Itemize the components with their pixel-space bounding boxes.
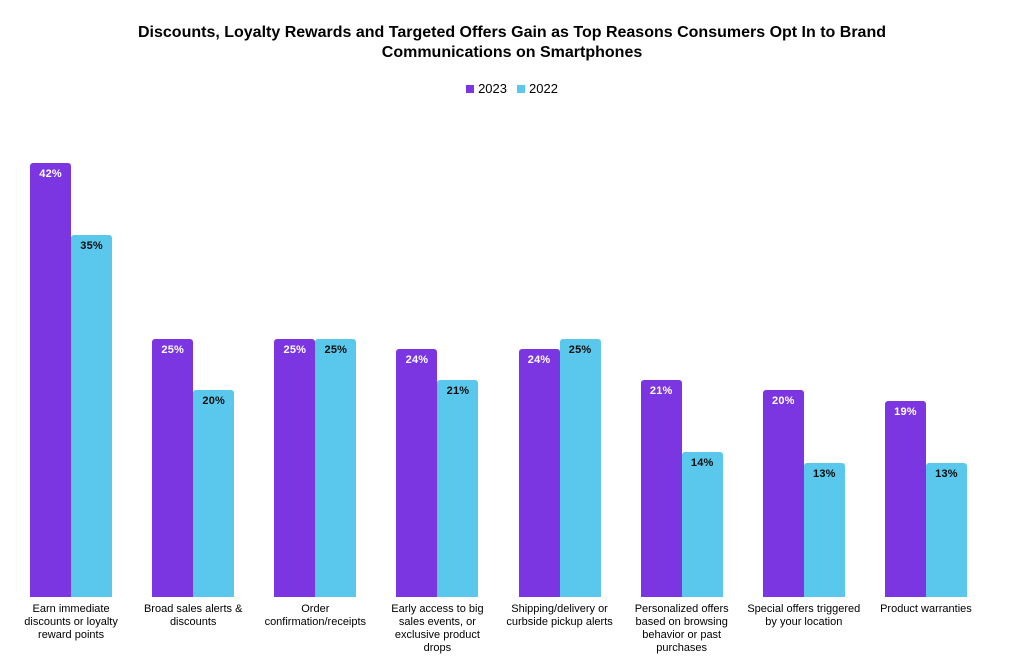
- bar-2023-5: 21%: [640, 380, 682, 597]
- bar-pair-1: 25% 20%: [152, 130, 235, 597]
- bar-value-label-2023-1: 25%: [161, 344, 184, 356]
- bar-group-3: 24% 21% Early access to big sales events, …: [376, 130, 498, 655]
- bar-2022-4: 25%: [559, 339, 601, 597]
- category-label-6: Special offers triggered by your locatio…: [747, 603, 861, 628]
- bar-2023-6: 20%: [762, 390, 804, 597]
- bar-pair-6: 20% 13%: [762, 130, 845, 597]
- bar-group-0: 42% 35% Earn immediate discounts or loyalt…: [10, 130, 132, 655]
- legend-swatch-2023: [466, 84, 475, 93]
- legend-label-2023: 2023: [478, 81, 507, 96]
- category-label-2: Order confirmation/receipts: [264, 603, 367, 628]
- legend-item-2023: 2023: [466, 81, 507, 96]
- legend-label-2022: 2022: [529, 81, 558, 96]
- bar-pair-5: 21% 14%: [640, 130, 723, 597]
- bar-group-2: 25% 25% Order confirmation/receipts: [254, 130, 376, 655]
- bar-value-label-2022-4: 25%: [568, 344, 592, 356]
- bar-2022-3: 21%: [437, 380, 479, 597]
- bar-pair-4: 24% 25%: [518, 130, 601, 597]
- bar-chart: 42% 35% Earn immediate discounts or loyalt…: [10, 130, 987, 655]
- bar-value-label-2023-7: 19%: [894, 406, 917, 418]
- bar-2022-1: 20%: [193, 390, 235, 597]
- bar-value-label-2023-5: 21%: [649, 385, 673, 397]
- bar-value-label-2022-3: 21%: [446, 385, 470, 397]
- bar-pair-2: 25% 25%: [274, 130, 357, 597]
- bar-group-1: 25% 20% Broad sales alerts & discounts: [132, 130, 254, 655]
- category-label-4: Shipping/delivery or curbside pickup ale…: [506, 603, 613, 628]
- bar-group-5: 21% 14% Personalized offers based on brows…: [621, 130, 743, 655]
- bar-value-label-2023-3: 24%: [405, 354, 429, 366]
- legend-swatch-2022: [517, 84, 525, 93]
- bar-group-6: 20% 13% Special offers triggered by your l…: [743, 130, 865, 655]
- bar-value-label-2022-1: 20%: [202, 395, 225, 407]
- bar-value-label-2022-2: 25%: [324, 344, 348, 356]
- legend-item-2022: 2022: [517, 81, 558, 96]
- bar-pair-0: 42% 35%: [30, 130, 113, 597]
- chart-legend: 2023 2022: [0, 81, 1024, 96]
- bar-pair-7: 19% 13%: [884, 130, 967, 597]
- bar-value-label-2023-0: 42%: [39, 168, 62, 180]
- category-label-7: Product warranties: [880, 603, 972, 615]
- bar-group-4: 24% 25% Shipping/delivery or curbside pick…: [499, 130, 621, 655]
- bar-value-label-2022-7: 13%: [935, 468, 958, 480]
- bar-2022-7: 13%: [925, 463, 967, 597]
- bar-2023-3: 24%: [396, 349, 438, 597]
- chart-title: Discounts, Loyalty Rewards and Targeted …: [138, 24, 886, 61]
- category-label-1: Broad sales alerts & discounts: [143, 603, 243, 628]
- bar-2022-2: 25%: [315, 339, 357, 597]
- bar-2023-1: 25%: [152, 339, 194, 597]
- bar-value-label-2023-4: 24%: [527, 354, 551, 366]
- bar-2022-6: 13%: [803, 463, 845, 597]
- bar-value-label-2023-2: 25%: [283, 344, 307, 356]
- bar-value-label-2022-0: 35%: [80, 240, 103, 252]
- category-label-0: Earn immediate discounts or loyalty rewa…: [24, 603, 118, 641]
- bar-2022-0: 35%: [71, 235, 113, 597]
- bar-group-7: 19% 13% Product warranties: [865, 130, 987, 655]
- bar-value-label-2023-6: 20%: [772, 395, 795, 407]
- bar-2023-2: 25%: [274, 339, 316, 597]
- category-label-5: Personalized offers based on browsing be…: [634, 603, 729, 654]
- bar-value-label-2022-6: 13%: [813, 468, 836, 480]
- bar-2022-5: 14%: [681, 452, 723, 597]
- bar-2023-0: 42%: [30, 163, 72, 597]
- bar-2023-7: 19%: [884, 401, 926, 597]
- bar-value-label-2022-5: 14%: [690, 457, 714, 469]
- bar-2023-4: 24%: [518, 349, 560, 597]
- bar-pair-3: 24% 21%: [396, 130, 479, 597]
- category-label-3: Early access to big sales events, or exc…: [391, 603, 484, 654]
